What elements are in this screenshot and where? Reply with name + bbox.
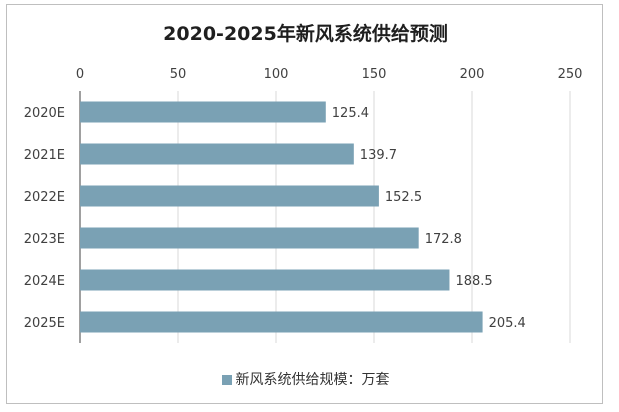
legend: 新风系统供给规模：万套 (7, 369, 604, 389)
x-tick-label: 100 (264, 67, 289, 82)
data-label: 152.5 (385, 190, 422, 205)
data-label: 125.4 (332, 106, 369, 121)
x-tick-label: 200 (460, 67, 485, 82)
bar (80, 101, 326, 123)
x-tick-label: 50 (170, 67, 187, 82)
bar (80, 185, 379, 207)
data-label: 188.5 (455, 274, 492, 289)
y-tick-label: 2021E (24, 148, 65, 163)
bar (80, 269, 450, 291)
bar (80, 311, 483, 333)
x-tick-label: 150 (362, 67, 387, 82)
data-label: 205.4 (489, 316, 526, 331)
legend-label: 新风系统供给规模：万套 (235, 372, 390, 388)
data-label: 172.8 (425, 232, 462, 247)
y-tick-label: 2023E (24, 232, 65, 247)
y-tick-label: 2025E (24, 316, 65, 331)
legend-swatch (221, 375, 232, 385)
data-label: 139.7 (360, 148, 397, 163)
chart-title: 2020-2025年新风系统供给预测 (163, 23, 448, 45)
chart-frame: 2020-2025年新风系统供给预测 0 50 100 150 200 250 125.4 2… (6, 4, 603, 404)
x-tick-label: 250 (558, 67, 583, 82)
bar-chart-plot: 0 50 100 150 200 250 125.4 2020E 139.7 2021E 152.5… (24, 67, 583, 343)
bar (80, 227, 419, 249)
y-tick-label: 2020E (24, 106, 65, 121)
x-tick-label: 0 (76, 67, 84, 82)
y-tick-label: 2022E (24, 190, 65, 205)
y-tick-label: 2024E (24, 274, 65, 289)
bar (80, 143, 354, 165)
